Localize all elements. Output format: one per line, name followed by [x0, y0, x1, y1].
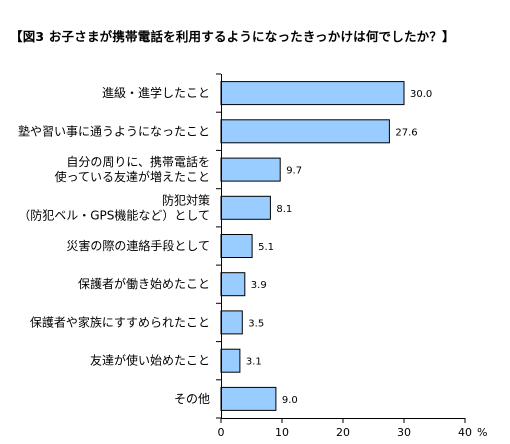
value-label: 3.5	[248, 318, 264, 329]
bar	[221, 196, 270, 219]
category-label: その他	[174, 392, 210, 406]
value-label: 5.1	[258, 242, 274, 253]
category-label: 保護者や家族にすすめられたこと	[30, 314, 210, 329]
value-label: 30.0	[410, 89, 432, 100]
x-tick-label: 30	[397, 426, 411, 439]
value-label: 9.7	[286, 166, 302, 177]
x-tick-label: 40	[458, 426, 472, 439]
x-tick-label: 20	[336, 426, 350, 439]
value-label: 3.9	[251, 280, 267, 291]
bar	[221, 82, 404, 105]
value-label: 9.0	[282, 395, 298, 406]
bar	[221, 387, 276, 410]
bar	[221, 158, 280, 181]
bar	[221, 349, 240, 372]
category-label: 保護者が働き始めたこと	[78, 276, 210, 291]
category-label: 塾や習い事に通うようになったこと	[18, 123, 210, 138]
x-unit-label: %	[477, 426, 487, 439]
category-label: 使っている友達が増えたこと	[55, 169, 210, 184]
value-label: 27.6	[395, 127, 417, 138]
category-label: 友達が使い始めたこと	[90, 353, 210, 368]
bar	[221, 273, 245, 296]
x-tick-label: 0	[218, 426, 225, 439]
category-label: 災害の際の連絡手段として	[66, 238, 210, 253]
bar	[221, 311, 242, 334]
category-label: （防犯ベル・GPS機能など）として	[18, 207, 210, 222]
bar	[221, 235, 252, 258]
value-label: 3.1	[246, 357, 262, 368]
bar	[221, 120, 389, 143]
category-label: 自分の周りに、携帯電話を	[66, 154, 210, 169]
category-label: 防犯対策	[162, 192, 210, 207]
value-label: 8.1	[276, 204, 292, 215]
category-label: 進級・進学したこと	[102, 85, 210, 100]
x-tick-label: 10	[275, 426, 289, 439]
